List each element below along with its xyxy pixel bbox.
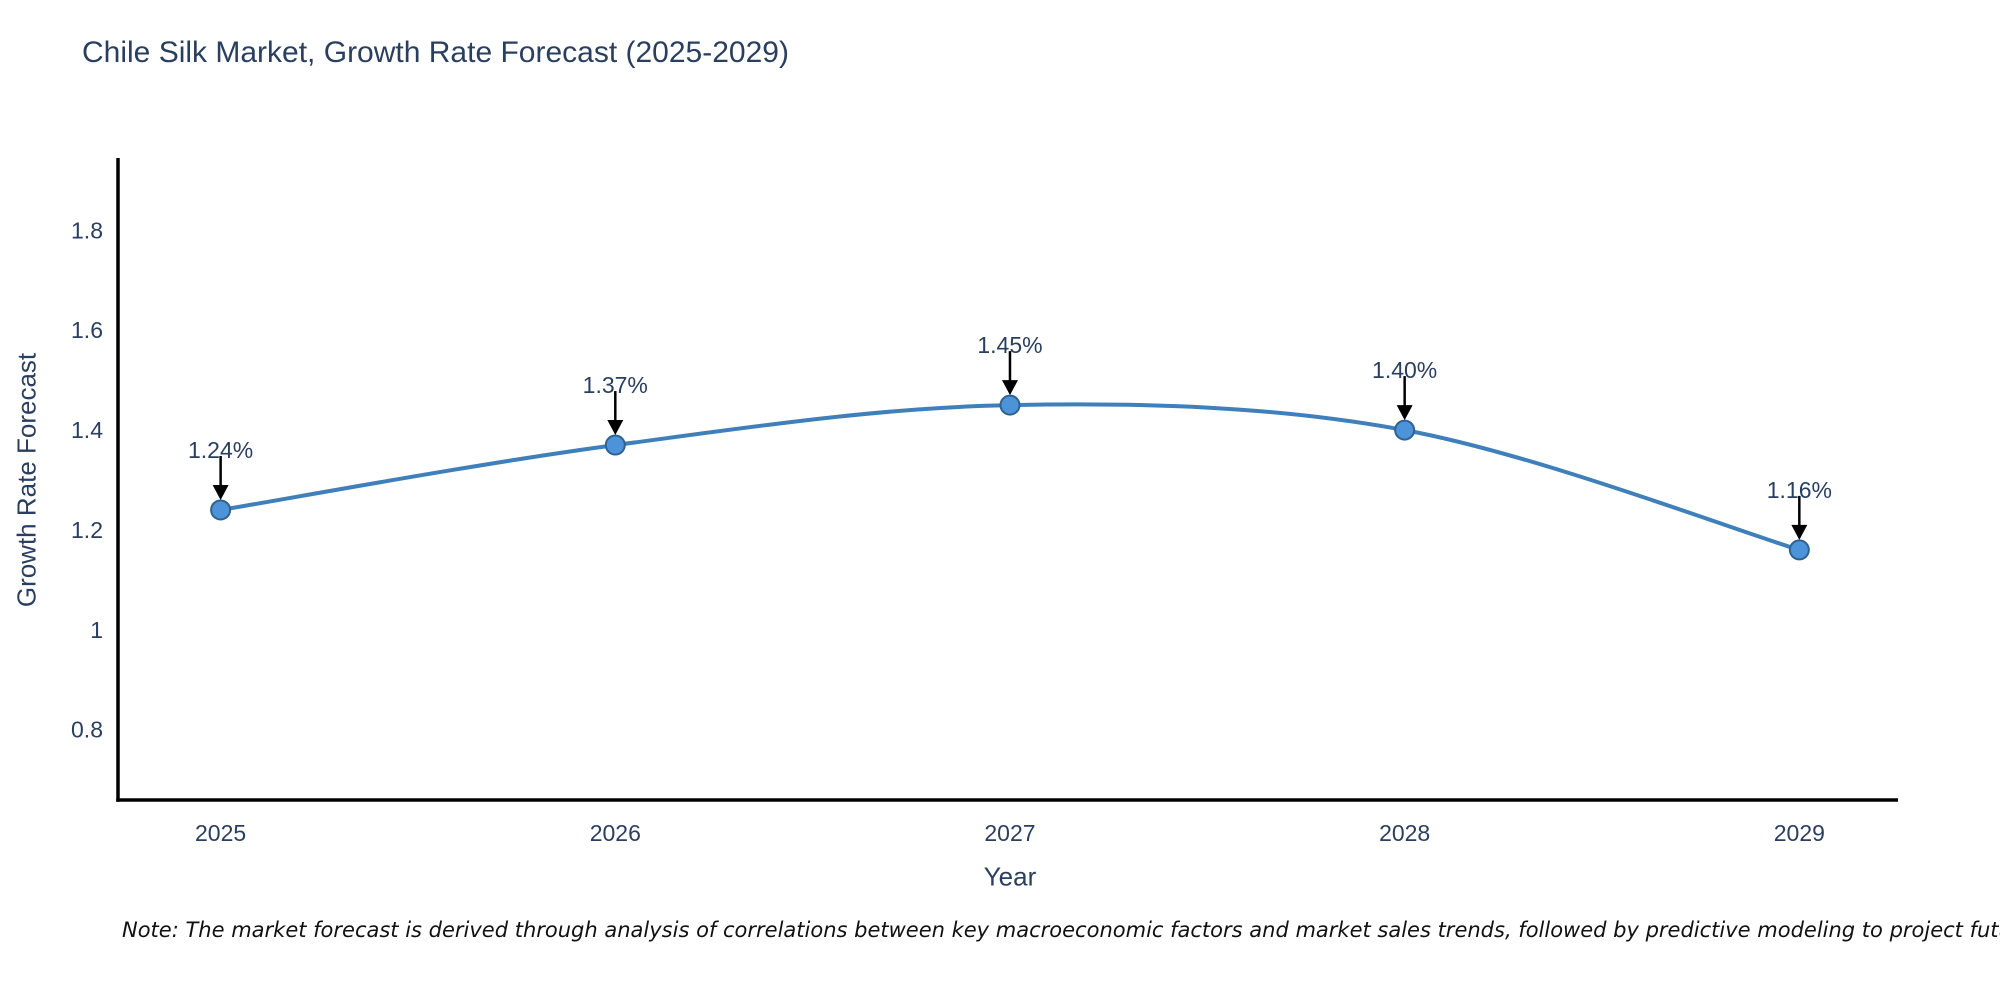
x-tick-label: 2026 [590,820,641,846]
data-point-marker[interactable] [210,499,232,521]
y-tick-label: 1 [90,617,103,643]
y-tick-label: 1.2 [71,517,103,543]
annotation-arrow-head [607,420,624,436]
annotation-arrow-head [1791,524,1808,540]
y-tick-label: 1.6 [71,317,103,343]
annotation-label: 1.16% [1767,477,1832,503]
y-tick-label: 1.8 [71,217,103,243]
data-point-marker[interactable] [1788,539,1810,561]
series-line [220,402,1800,552]
data-point-marker[interactable] [999,394,1021,416]
data-point-marker[interactable] [1394,419,1416,441]
annotation-label: 1.37% [583,372,648,398]
annotation-label: 1.24% [188,437,253,463]
annotation-arrow-head [212,484,229,500]
x-tick-label: 2028 [1379,820,1430,846]
x-tick-label: 2029 [1774,820,1825,846]
y-axis-title: Growth Rate Forecast [11,352,42,608]
x-axis-title: Year [983,861,1037,892]
chart-title: Chile Silk Market, Growth Rate Forecast … [82,36,789,69]
annotation-arrow-head [1001,380,1018,396]
annotation-arrow-head [1396,405,1413,421]
annotation-label: 1.40% [1372,357,1437,383]
x-tick-label: 2025 [195,820,246,846]
footnote: Note: The market forecast is derived thr… [122,918,2000,942]
annotation-label: 1.45% [977,332,1042,358]
data-point-marker[interactable] [604,434,626,456]
y-tick-label: 1.4 [71,417,103,443]
y-tick-label: 0.8 [71,717,103,743]
x-tick-label: 2027 [984,820,1035,846]
